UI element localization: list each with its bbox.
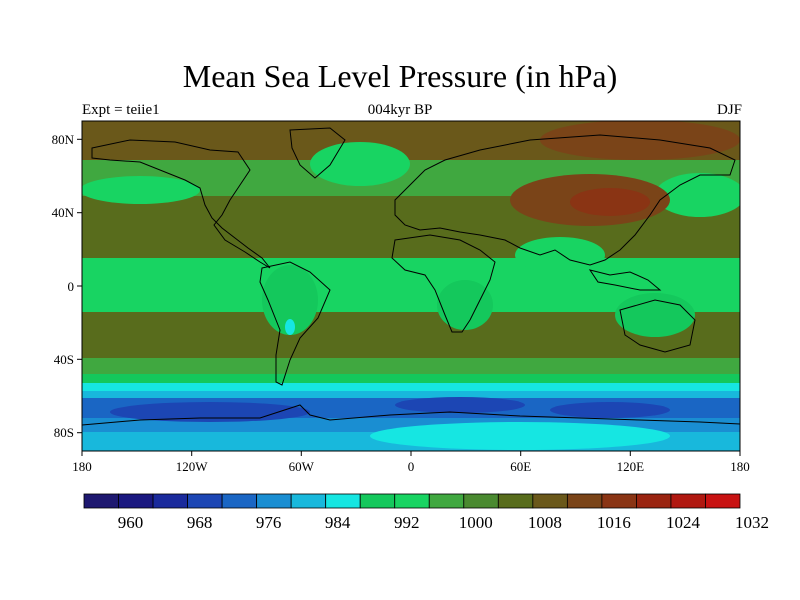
colorbar-label: 1024 [666, 513, 701, 532]
colorbar-swatch [497, 493, 534, 509]
colorbar-labels: 960968976984992100010081016102410321040 [118, 513, 769, 532]
pressure-field [82, 121, 740, 451]
x-tick-label: 180 [730, 459, 750, 474]
colorbar-label: 1000 [459, 513, 493, 532]
deep-low-indian-sector [550, 402, 670, 418]
maritime-continent-outline [588, 269, 662, 291]
colorbar-swatch [705, 493, 741, 509]
x-tick-label: 120W [176, 459, 209, 474]
europe-asia-outline [394, 134, 736, 266]
southern-band-992 [82, 391, 740, 399]
y-tick-label: 0 [68, 279, 75, 294]
colorbar-swatch [394, 493, 430, 509]
icelandic-low [310, 142, 410, 186]
colorbar-label: 1008 [528, 513, 562, 532]
southern-africa-low [437, 280, 493, 330]
colorbar-swatch [532, 493, 568, 509]
greenland-outline [289, 127, 346, 179]
aleutian-low [655, 173, 740, 217]
siberian-high-core [570, 188, 650, 216]
colorbar-label: 1016 [597, 513, 631, 532]
colorbar-swatch [463, 493, 499, 509]
y-tick-label: 40N [52, 205, 75, 220]
season-label: DJF [716, 102, 742, 118]
colorbar-label: 960 [118, 513, 144, 532]
colorbar-swatch [325, 493, 361, 509]
colorbar-label: 992 [394, 513, 420, 532]
arctic-high-east [540, 121, 740, 160]
colorbar-swatch [359, 493, 396, 509]
colorbar-swatch [187, 493, 223, 509]
colorbar [83, 493, 741, 509]
x-tick-label: 60E [510, 459, 531, 474]
x-tick-label: 180 [72, 459, 92, 474]
colorbar-swatch [601, 493, 637, 509]
experiment-label: Expt = teiie1 [82, 102, 160, 118]
deep-low-pacific-sector [110, 402, 310, 422]
southern-band-1000 [82, 383, 740, 392]
x-tick-label: 0 [408, 459, 415, 474]
axis-ticks [77, 138, 741, 456]
y-tick-label: 40S [54, 352, 74, 367]
south-america-outline [259, 261, 331, 386]
colorbar-swatch [256, 493, 292, 509]
coastlines [82, 127, 740, 426]
south-america-low [262, 265, 318, 335]
south-asia-low [515, 237, 605, 273]
colorbar-swatch [152, 493, 188, 509]
colorbar-swatch [118, 493, 154, 509]
southern-band-1008 [82, 374, 740, 384]
colorbar-swatch [428, 493, 465, 509]
map-title: Mean Sea Level Pressure (in hPa) [182, 58, 618, 94]
colorbar-swatch [221, 493, 258, 509]
colorbar-label: 1032 [735, 513, 769, 532]
andes-feature [285, 319, 295, 335]
colorbar-label: 984 [325, 513, 351, 532]
colorbar-swatch [670, 493, 706, 509]
colorbar-swatch [83, 493, 119, 509]
southern-midlat-band [82, 358, 740, 376]
antarctica-outline [82, 404, 740, 426]
x-tick-label: 120E [617, 459, 645, 474]
x-tick-label: 60W [289, 459, 315, 474]
colorbar-label: 976 [256, 513, 282, 532]
north-pacific-low-west [82, 176, 200, 204]
y-tick-label: 80N [52, 132, 75, 147]
period-label: 004kyr BP [367, 102, 433, 118]
africa-outline [391, 234, 496, 333]
north-america-outline [91, 139, 271, 269]
colorbar-swatch [636, 493, 672, 509]
antarctic-high-1000 [370, 422, 670, 450]
colorbar-swatch [290, 493, 327, 509]
y-tick-label: 80S [54, 425, 74, 440]
colorbar-swatch [566, 493, 603, 509]
colorbar-label: 968 [187, 513, 213, 532]
deep-low-atlantic-sector [395, 397, 525, 413]
australia-outline [619, 299, 696, 353]
